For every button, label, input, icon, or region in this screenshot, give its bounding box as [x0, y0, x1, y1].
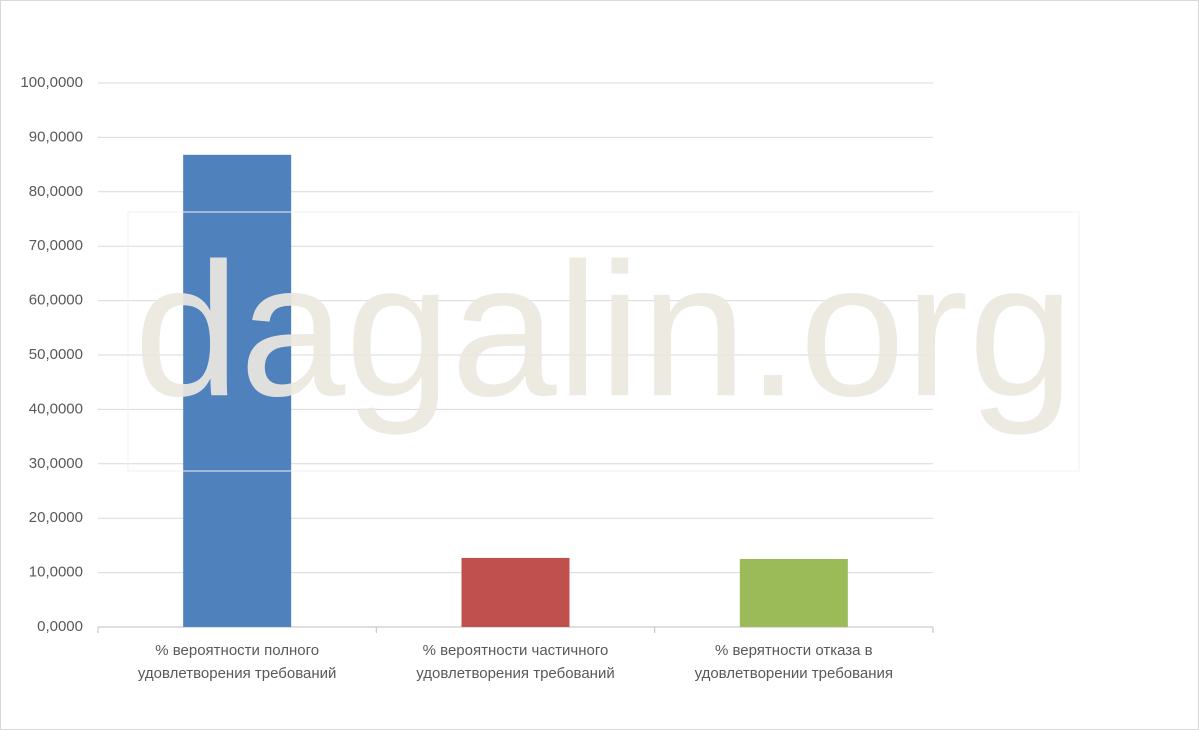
y-tick-label: 0,0000	[37, 618, 83, 635]
bar	[183, 154, 292, 628]
x-tick-label: % вероятности частичного удовлетворения …	[416, 642, 615, 682]
watermark-box	[127, 211, 1080, 472]
y-tick-label: 20,0000	[29, 509, 83, 526]
y-tick-label: 40,0000	[29, 400, 83, 417]
y-tick-label: 10,0000	[29, 564, 83, 581]
y-tick-label: 30,0000	[29, 455, 83, 472]
y-tick-label: 100,0000	[20, 74, 83, 91]
y-tick-label: 70,0000	[29, 237, 83, 254]
bar	[739, 559, 848, 627]
y-tick-label: 60,0000	[29, 292, 83, 309]
x-tick-label: % вероятности полного удовлетворения тре…	[137, 642, 337, 682]
y-tick-label: 90,0000	[29, 128, 83, 145]
y-tick-label: 50,0000	[29, 346, 83, 363]
y-tick-label: 80,0000	[29, 183, 83, 200]
plot-area: 0,0000 10,0000 20,0000 30,0000 40,0000 50,000…	[20, 74, 934, 635]
watermark: dagalin.org	[134, 224, 1074, 436]
x-tick-label: % верятности отказа в удовлетворении тре…	[694, 642, 894, 682]
bar	[461, 557, 570, 627]
